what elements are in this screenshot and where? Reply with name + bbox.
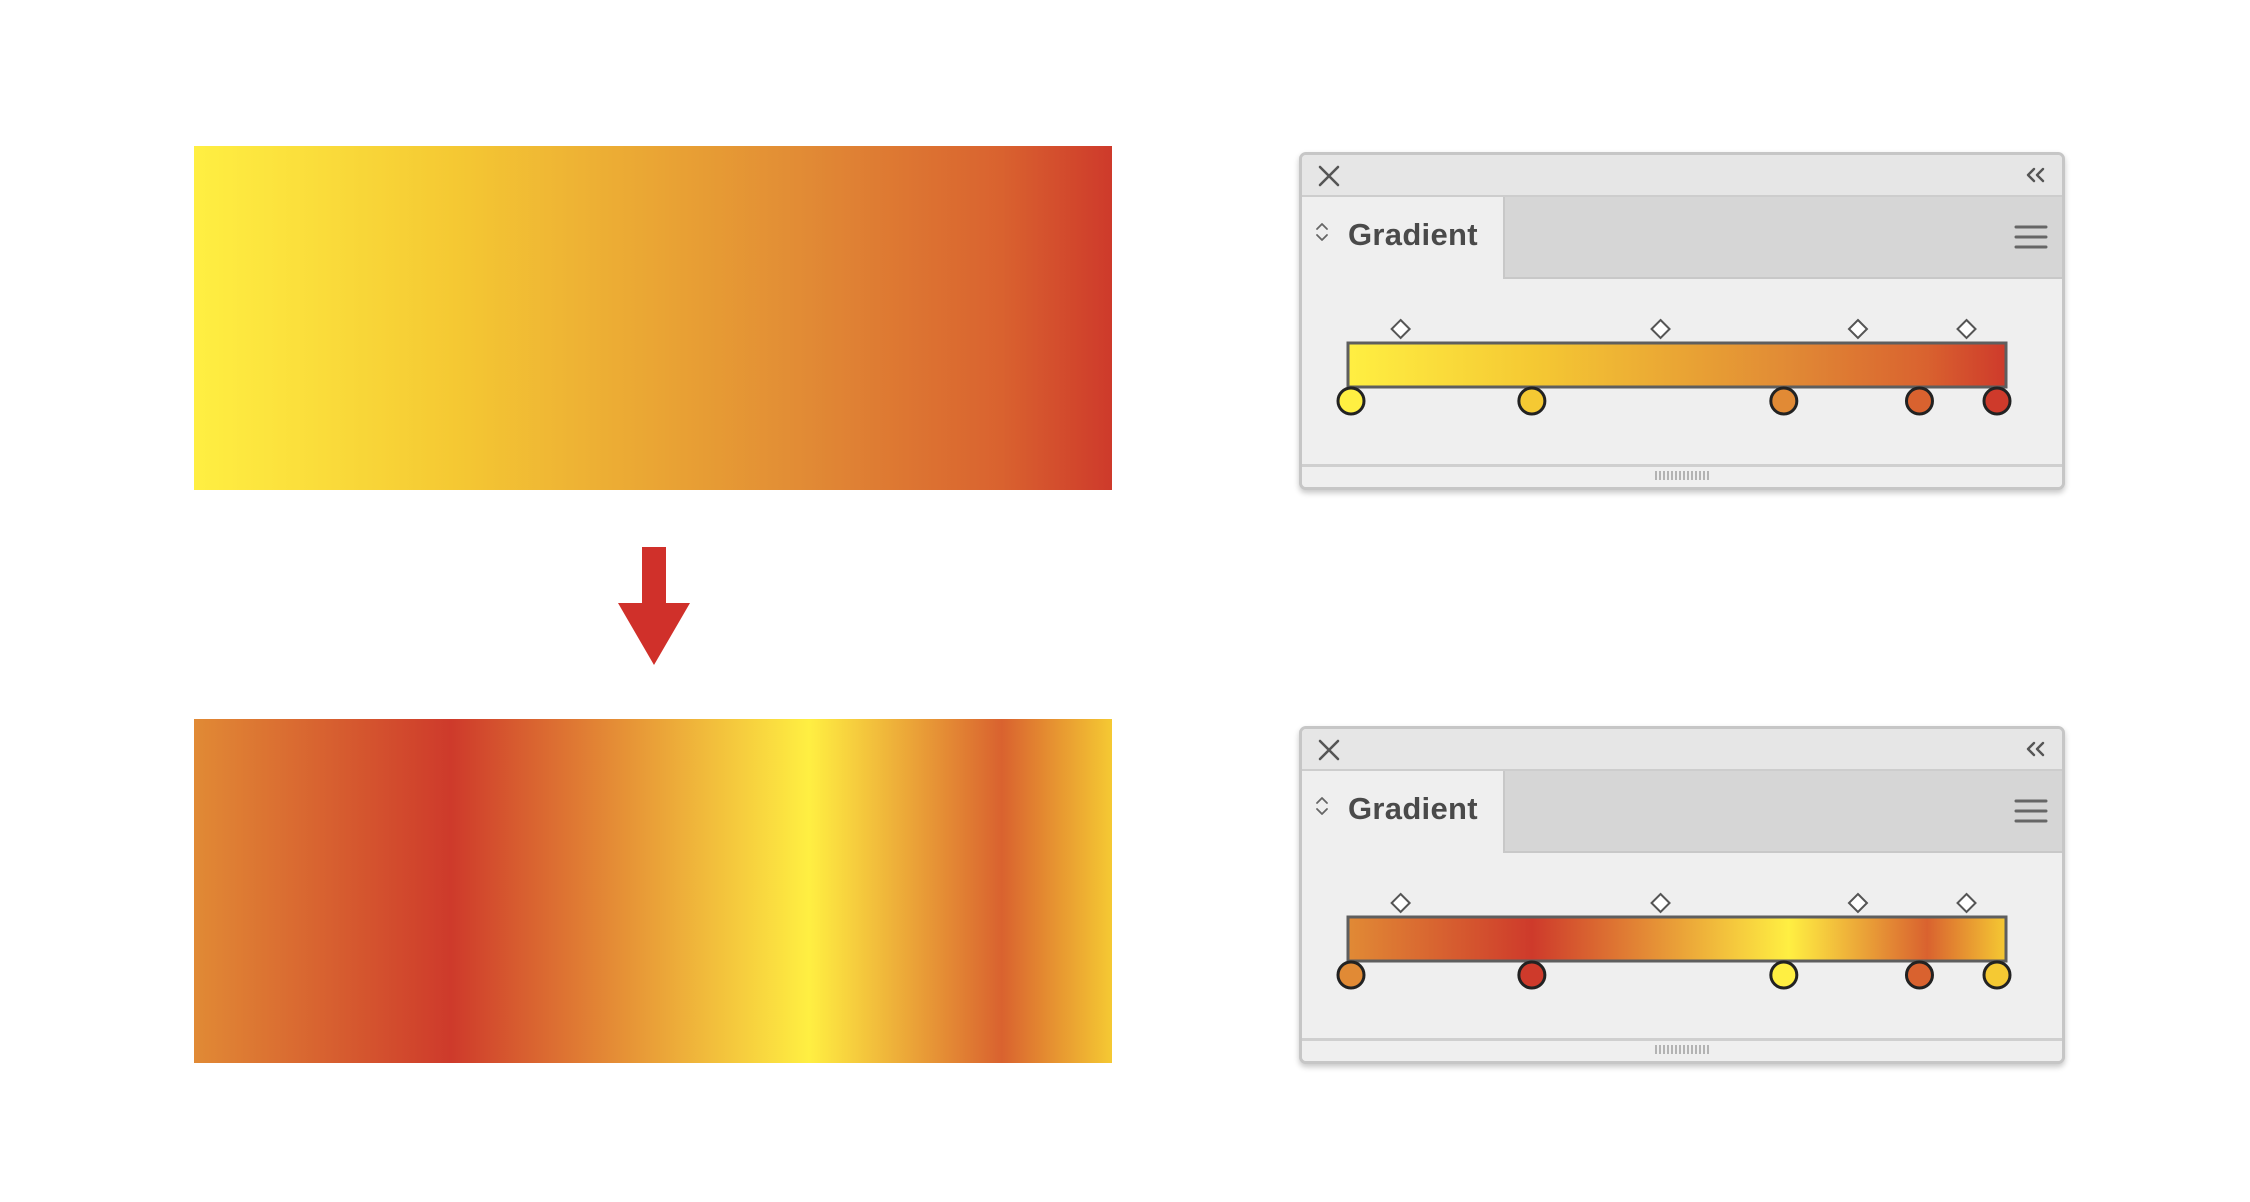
midpoint-diamond[interactable] (1650, 318, 1671, 340)
hamburger-menu-icon[interactable] (2014, 798, 2048, 824)
midpoint-diamond[interactable] (1650, 892, 1671, 914)
resize-grip-icon[interactable] (1654, 470, 1710, 481)
panel-footer (1302, 464, 2062, 487)
midpoint-diamond[interactable] (1847, 318, 1869, 340)
gradient-slider[interactable] (1302, 853, 2062, 1023)
color-stop[interactable] (1904, 960, 1934, 990)
gradient-swatch-original (194, 146, 1112, 490)
gradient-swatch-reordered (194, 719, 1112, 1063)
panel-title: Gradient (1348, 791, 1478, 826)
gradient-ramp[interactable] (1346, 915, 2008, 963)
resize-grip-icon[interactable] (1654, 1044, 1710, 1055)
panel-title: Gradient (1348, 217, 1478, 252)
color-stop[interactable] (1904, 386, 1934, 416)
up-down-chevron-icon[interactable] (1315, 795, 1329, 817)
up-down-chevron-icon[interactable] (1315, 221, 1329, 243)
gradient-panel-bottom: Gradient (1299, 726, 2065, 1064)
midpoint-diamond[interactable] (1956, 318, 1977, 340)
close-icon[interactable] (1316, 737, 1342, 763)
color-stop[interactable] (1517, 960, 1547, 990)
color-stop[interactable] (1769, 960, 1799, 990)
midpoint-diamond[interactable] (1390, 892, 1412, 914)
double-chevron-left-icon[interactable] (2024, 166, 2048, 184)
double-chevron-left-icon[interactable] (2024, 740, 2048, 758)
color-stop[interactable] (1982, 960, 2012, 990)
color-stop[interactable] (1769, 386, 1799, 416)
gradient-ramp[interactable] (1346, 341, 2008, 389)
tab-gradient[interactable]: Gradient (1302, 197, 1505, 279)
gradient-slider[interactable] (1302, 279, 2062, 449)
panel-tab-row: Gradient (1302, 771, 2062, 853)
color-stop[interactable] (1336, 960, 1366, 990)
panel-tab-row: Gradient (1302, 197, 2062, 279)
midpoint-diamond[interactable] (1390, 318, 1412, 340)
gradient-panel-top: Gradient (1299, 152, 2065, 490)
panel-titlebar (1302, 155, 2062, 197)
panel-footer (1302, 1038, 2062, 1061)
panel-titlebar (1302, 729, 2062, 771)
color-stop[interactable] (1517, 386, 1547, 416)
down-arrow-icon (618, 547, 690, 665)
tab-gradient[interactable]: Gradient (1302, 771, 1505, 853)
color-stop[interactable] (1982, 386, 2012, 416)
hamburger-menu-icon[interactable] (2014, 224, 2048, 250)
midpoint-diamond[interactable] (1956, 892, 1977, 914)
close-icon[interactable] (1316, 163, 1342, 189)
color-stop[interactable] (1336, 386, 1366, 416)
midpoint-diamond[interactable] (1847, 892, 1869, 914)
